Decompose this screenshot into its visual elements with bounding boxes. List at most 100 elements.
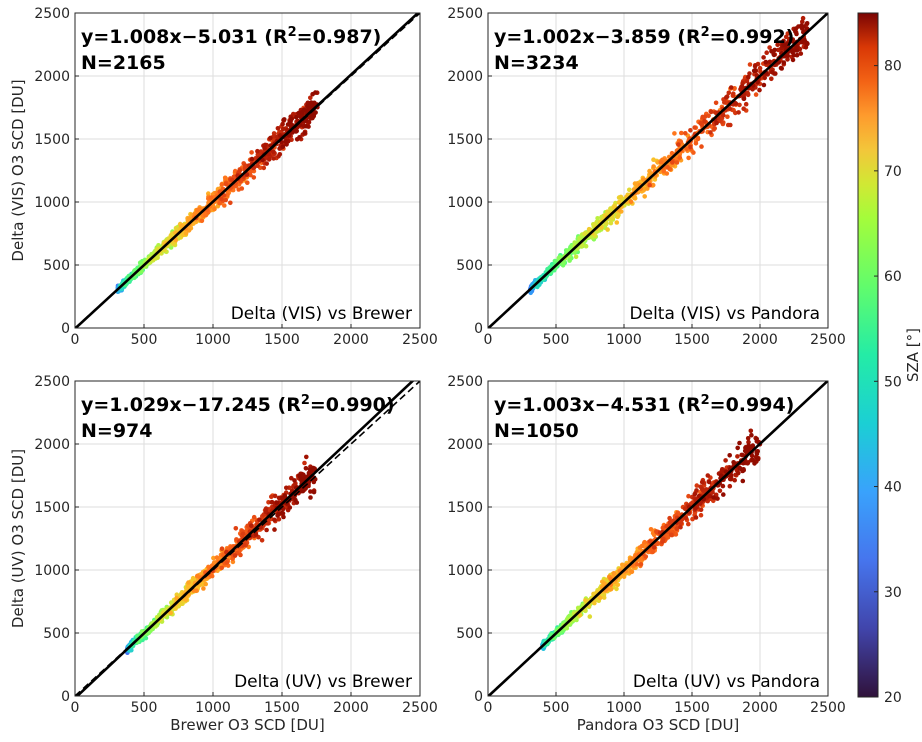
scatter-point xyxy=(601,595,607,600)
scatter-point xyxy=(767,45,772,50)
scatter-point xyxy=(741,96,747,102)
scatter-point xyxy=(276,517,282,522)
scatter-point xyxy=(642,194,647,199)
scatter-point xyxy=(794,52,800,58)
scatter-point xyxy=(240,531,246,537)
scatter-point xyxy=(251,175,257,180)
scatter-point xyxy=(303,118,308,124)
y-tick-label: 2000 xyxy=(34,437,70,453)
scatter-point xyxy=(718,473,724,479)
colorbar-gradient xyxy=(857,12,879,698)
scatter-point xyxy=(239,186,245,191)
scatter-point xyxy=(711,495,716,500)
scatter-point xyxy=(183,231,189,236)
x-tick-label: 1500 xyxy=(264,332,300,348)
scatter-point xyxy=(583,598,588,603)
scatter-point xyxy=(573,254,579,260)
scatter-point xyxy=(770,70,775,75)
scatter-point xyxy=(748,428,754,434)
scatter-point xyxy=(615,582,621,587)
scatter-point xyxy=(674,526,679,531)
scatter-point xyxy=(706,479,712,485)
scatter-point xyxy=(660,539,666,544)
scatter-point xyxy=(595,216,600,221)
scatter-point xyxy=(726,90,732,96)
fit-line xyxy=(488,381,828,696)
sample-count: N=1050 xyxy=(494,420,579,442)
x-tick-label: 2000 xyxy=(333,332,369,348)
panel-bottom-left: 0 500 1000 1500 2000 2500 0 500 1000 1500 2000 2500… xyxy=(9,374,438,734)
scatter-point xyxy=(280,121,285,127)
scatter-point xyxy=(277,152,283,157)
scatter-point xyxy=(801,24,806,29)
scatter-point xyxy=(690,516,695,522)
y-tick-label: 2000 xyxy=(34,69,70,85)
scatter-point xyxy=(686,521,691,527)
scatter-point xyxy=(614,586,619,592)
scatter-point xyxy=(731,91,736,96)
scatter-point xyxy=(556,255,562,261)
scatter-point xyxy=(728,85,734,90)
y-tick-label: 500 xyxy=(456,258,483,274)
scatter-point xyxy=(740,478,746,484)
scatter-point xyxy=(313,90,318,95)
scatter-point xyxy=(249,523,254,528)
fit-line xyxy=(75,13,420,328)
fit-equation: y=1.029x−17.245 (R2=0.990) xyxy=(81,393,395,417)
scatter-point xyxy=(728,472,734,478)
scatter-point xyxy=(642,539,647,545)
scatter-point xyxy=(667,515,672,521)
y-tick-label: 0 xyxy=(61,689,70,705)
scatter-point xyxy=(781,42,786,47)
scatter-point xyxy=(692,125,697,130)
scatter-point xyxy=(686,155,691,161)
scatter-point xyxy=(249,156,255,162)
axes-box xyxy=(487,12,829,329)
scatter-point xyxy=(751,68,757,73)
scatter-point xyxy=(790,49,795,55)
colorbar-tick-label: 40 xyxy=(884,480,902,496)
scatter-point xyxy=(592,600,597,606)
scatter-point xyxy=(275,513,280,518)
scatter-point xyxy=(767,59,773,65)
scatter-point xyxy=(755,456,761,462)
scatter-point xyxy=(745,461,750,466)
scatter-point xyxy=(255,163,260,168)
scatter-point xyxy=(717,488,723,494)
y-tick-label: 2000 xyxy=(447,437,483,453)
scatter-point xyxy=(757,65,763,71)
scatter-point xyxy=(304,454,309,460)
scatter-point xyxy=(781,60,787,65)
scatter-point xyxy=(645,186,650,191)
scatter-point xyxy=(297,473,303,479)
scatter-point xyxy=(638,557,644,562)
scatter-point xyxy=(308,495,313,500)
sample-count: N=974 xyxy=(81,420,152,442)
scatter-point xyxy=(219,182,225,187)
panel-annotation: Delta (UV) vs Brewer xyxy=(234,672,412,692)
scatter-point xyxy=(648,527,654,532)
y-tick-label: 1500 xyxy=(34,132,70,148)
scatter-point xyxy=(225,192,230,198)
sample-count: N=3234 xyxy=(494,52,579,74)
scatter-point xyxy=(678,521,684,526)
scatter-point xyxy=(769,76,774,82)
scatter-point xyxy=(608,586,614,592)
x-tick-label: 500 xyxy=(543,332,570,348)
fit-line xyxy=(75,381,415,696)
x-axis-label: Brewer O3 SCD [DU] xyxy=(170,716,324,734)
scatter-point xyxy=(664,171,670,176)
x-tick-label: 500 xyxy=(131,700,158,716)
y-tick-label: 2500 xyxy=(447,374,483,390)
scatter-point xyxy=(201,586,206,591)
scatter-point xyxy=(255,148,260,154)
scatter-point xyxy=(280,126,286,132)
scatter-point xyxy=(700,114,705,120)
scatter-point xyxy=(664,523,669,529)
scatter-point xyxy=(721,112,726,118)
scatter-point xyxy=(794,48,800,53)
scatter-point xyxy=(745,436,751,441)
scatter-point xyxy=(230,556,235,561)
x-tick-label: 500 xyxy=(543,700,570,716)
